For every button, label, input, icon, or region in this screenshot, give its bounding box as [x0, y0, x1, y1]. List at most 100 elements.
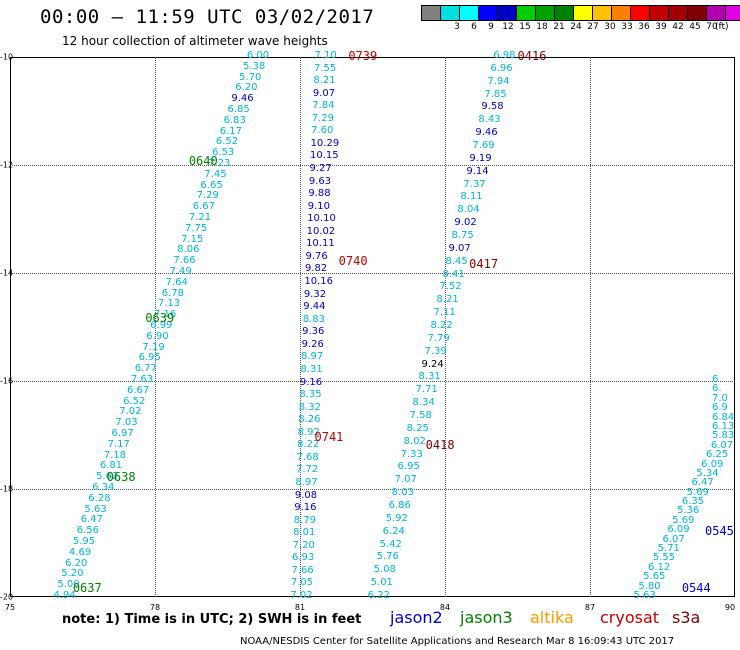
wave-height-value: 7.75 [184, 222, 208, 234]
wave-height-value: 9.16 [294, 502, 317, 514]
wave-height-value: 5.70 [239, 71, 262, 83]
wave-height-value: 8.41 [442, 268, 465, 280]
wave-height-value: 10.16 [304, 276, 334, 288]
wave-height-value: 10.10 [307, 213, 336, 225]
latitude-tick-label: -12 [0, 160, 14, 170]
wave-height-value: 8.31 [300, 363, 323, 375]
wave-height-value: 8.32 [298, 401, 322, 413]
color-scale-label: 42 [672, 22, 684, 32]
color-scale-cell [459, 5, 479, 21]
wave-height-value: 7.03 [115, 417, 138, 429]
wave-height-value: 5.63 [84, 503, 107, 515]
latitude-tick-label: -20 [0, 592, 14, 602]
wave-height-value: 7.69 [472, 140, 495, 151]
wave-height-value: 6.67 [192, 201, 215, 213]
wave-height-value: 9.14 [466, 165, 489, 177]
wave-height-value: 6.85 [227, 104, 250, 115]
wave-height-value: 9.02 [454, 217, 477, 229]
wave-height-value: 7.07 [394, 474, 417, 486]
wave-height-value: 8.03 [391, 487, 414, 499]
satellite-legend-jason2: jason2 [390, 608, 443, 627]
latitude-grid-line [10, 381, 735, 382]
satellite-legend-altika: altika [530, 608, 574, 627]
latitude-grid-line [10, 273, 735, 274]
color-scale-cell [592, 5, 612, 21]
wave-height-value: 9.10 [307, 200, 331, 212]
wave-height-value: 8.26 [298, 414, 321, 426]
satellite-legend-jason3: jason3 [460, 608, 513, 627]
longitude-tick-label: 87 [584, 603, 596, 612]
wave-height-value: 6.07 [710, 439, 734, 451]
wave-height-value: 7.29 [196, 190, 219, 202]
wave-height-value: 10.11 [306, 238, 335, 250]
wave-height-value: 6.47 [691, 477, 714, 489]
wave-height-value: 6.09 [701, 458, 724, 470]
pass-time-label: 0741 [314, 429, 344, 444]
wave-height-value: 9.46 [475, 127, 498, 139]
wave-height-value: 7.84 [312, 100, 335, 112]
color-scale-label: 18 [536, 22, 548, 32]
wave-height-value: 7.20 [292, 539, 315, 551]
wave-height-value: 8.02 [403, 435, 426, 447]
color-scale [421, 5, 740, 21]
wave-height-value: 7.17 [107, 438, 130, 450]
wave-height-value: 10.29 [310, 137, 340, 149]
wave-height-value: 6.12 [648, 561, 671, 573]
wave-height-value: 7.02 [290, 590, 313, 601]
wave-height-value: 7.0 [712, 392, 728, 404]
wave-height-value: 9.26 [301, 338, 324, 350]
color-scale-cell [725, 5, 740, 21]
wave-height-value: 7.55 [313, 62, 337, 74]
color-scale-label: 27 [587, 22, 599, 32]
wave-height-value: 9.58 [481, 101, 504, 113]
wave-height-value: 7.58 [409, 410, 432, 421]
pass-time-label: 0739 [348, 49, 378, 63]
wave-height-value: 9.08 [294, 489, 318, 501]
wave-height-value: 7.60 [311, 125, 334, 137]
longitude-grid-line [590, 57, 591, 597]
wave-height-value: 5.62 [96, 471, 119, 483]
wave-height-value: 8.75 [451, 230, 474, 241]
wave-height-value: 8.43 [478, 114, 501, 126]
wave-height-value: 7.39 [424, 345, 447, 357]
wave-height-value: 7.10 [314, 50, 337, 61]
wave-height-value: 6.96 [490, 62, 513, 74]
longitude-tick-label: 90 [724, 603, 736, 612]
wave-height-value: 6.00 [246, 50, 270, 61]
wave-height-value: 7.05 [290, 577, 314, 589]
color-scale-label: 12 [502, 22, 514, 32]
wave-height-value: 5.63 [633, 590, 656, 601]
color-scale-cell [687, 5, 707, 21]
wave-height-value: 6.98 [493, 50, 516, 61]
color-scale-cell [573, 5, 593, 21]
wave-height-value: 6.09 [667, 524, 690, 536]
wave-height-value: 9.76 [305, 250, 328, 262]
wave-height-value: 8.01 [293, 527, 316, 539]
longitude-tick-label: 81 [294, 603, 306, 612]
wave-height-value: 5.34 [696, 467, 719, 479]
wave-height-value: 6.20 [65, 557, 88, 569]
longitude-tick-label: 75 [4, 603, 16, 612]
wave-height-value: 6 [712, 374, 719, 385]
color-scale-label: 24 [570, 22, 582, 32]
color-scale-cell [440, 5, 460, 21]
wave-height-value: 6.78 [161, 287, 185, 299]
wave-height-value: 6.9 [712, 402, 728, 414]
wave-height-value: 6.90 [146, 330, 169, 342]
latitude-grid-line [10, 165, 735, 166]
wave-height-value: 7.29 [311, 112, 334, 124]
color-scale-cell [706, 5, 726, 21]
wave-height-value: 6.22 [367, 590, 390, 601]
color-scale-label: 3 [454, 22, 460, 32]
wave-height-value: 8.31 [418, 371, 441, 383]
color-scale-cell [516, 5, 536, 21]
wave-height-value: 8.34 [412, 397, 435, 409]
wave-height-value: 6.47 [80, 514, 103, 526]
wave-height-value: 5.65 [643, 571, 666, 583]
satellite-legend-cryosat: cryosat [600, 608, 660, 627]
color-scale-label: 9 [488, 22, 494, 32]
color-scale-cell [649, 5, 669, 21]
wave-height-value: 7.16 [154, 309, 177, 321]
wave-height-value: 5.38 [242, 60, 266, 72]
